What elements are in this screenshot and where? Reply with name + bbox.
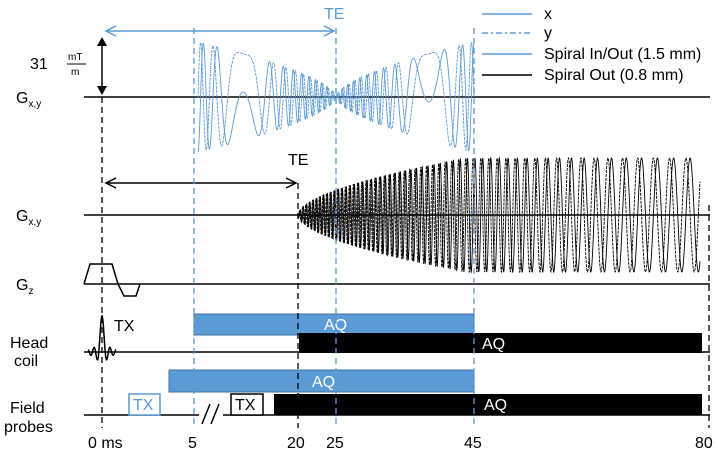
tick-label-80: 80 <box>695 435 713 452</box>
time-axis: 0 ms 5 20 25 45 80 <box>88 435 713 452</box>
timing-markers <box>101 28 710 428</box>
probe-tx-label-blue: TX <box>133 397 154 414</box>
head-coil-aq-black <box>299 333 702 353</box>
row-label-field-probes-2: probes <box>4 419 53 436</box>
probe-aq-blue-label: AQ <box>312 374 335 391</box>
probe-tx-box-blue <box>128 393 161 416</box>
tick-label-25: 25 <box>326 435 344 452</box>
amplitude-arrowhead-bottom <box>97 86 107 95</box>
head-coil-aq-black-label: AQ <box>482 336 505 353</box>
amplitude-value: 31 <box>30 56 48 73</box>
amplitude-annotation: 31 mT m <box>30 37 107 95</box>
head-coil-aq-blue-label: AQ <box>324 317 347 334</box>
tick-label-0: 0 ms <box>88 435 123 452</box>
probe-tx-box-black <box>230 393 264 416</box>
row-label-field-probes-1: Field <box>10 400 45 417</box>
legend-label-x: x <box>544 6 552 23</box>
tick-label-5: 5 <box>188 435 197 452</box>
rf-excitation-pulse <box>87 314 117 361</box>
te-arrows: TE TE <box>104 6 344 189</box>
amplitude-arrowhead-top <box>97 37 107 46</box>
acquisition-windows: AQ AQ AQ AQ <box>168 313 702 415</box>
head-coil-tx-label: TX <box>114 318 135 335</box>
spiral-out-waveform <box>297 156 701 274</box>
legend-label-y: y <box>544 25 552 42</box>
te-label-black: TE <box>288 152 308 169</box>
tick-label-20: 20 <box>287 435 305 452</box>
legend-label-spiral-out: Spiral Out (0.8 mm) <box>544 67 684 84</box>
te-arrow-blue-head-left <box>104 25 117 37</box>
tick-label-45: 45 <box>464 435 482 452</box>
row-labels: Gx,y Gx,y Gz Head coil Field probes <box>4 90 53 436</box>
probe-tx-boxes: TX TX <box>128 393 264 416</box>
probe-tx-label-black: TX <box>235 397 256 414</box>
spiral-inout-x-trace <box>197 41 475 153</box>
te-arrow-black-head-right <box>285 177 298 189</box>
spiral-out-y-trace <box>297 156 701 274</box>
row-label-gxy-1: Gx,y <box>16 90 41 110</box>
row-label-head-coil-2: coil <box>14 353 38 370</box>
te-arrow-blue-head-right <box>323 25 336 37</box>
gz-slice-select-pulse <box>83 263 141 297</box>
legend: x y Spiral In/Out (1.5 mm) Spiral Out (0… <box>482 6 701 84</box>
te-label-blue: TE <box>324 6 344 23</box>
row-label-gz: Gz <box>16 277 33 297</box>
spiral-out-x-trace <box>297 156 701 274</box>
probe-aq-black-label: AQ <box>484 397 507 414</box>
legend-label-spiral-inout: Spiral In/Out (1.5 mm) <box>544 46 701 63</box>
te-arrow-black-head-left <box>104 177 117 189</box>
row-label-gxy-2: Gx,y <box>16 208 41 228</box>
amplitude-unit-top: mT <box>68 52 82 63</box>
probe-aq-black <box>274 394 702 415</box>
rf-sinc-trace <box>87 314 117 361</box>
row-label-head-coil-1: Head <box>10 335 48 352</box>
amplitude-unit-bottom: m <box>71 67 79 78</box>
axis-break-mark <box>199 403 223 427</box>
